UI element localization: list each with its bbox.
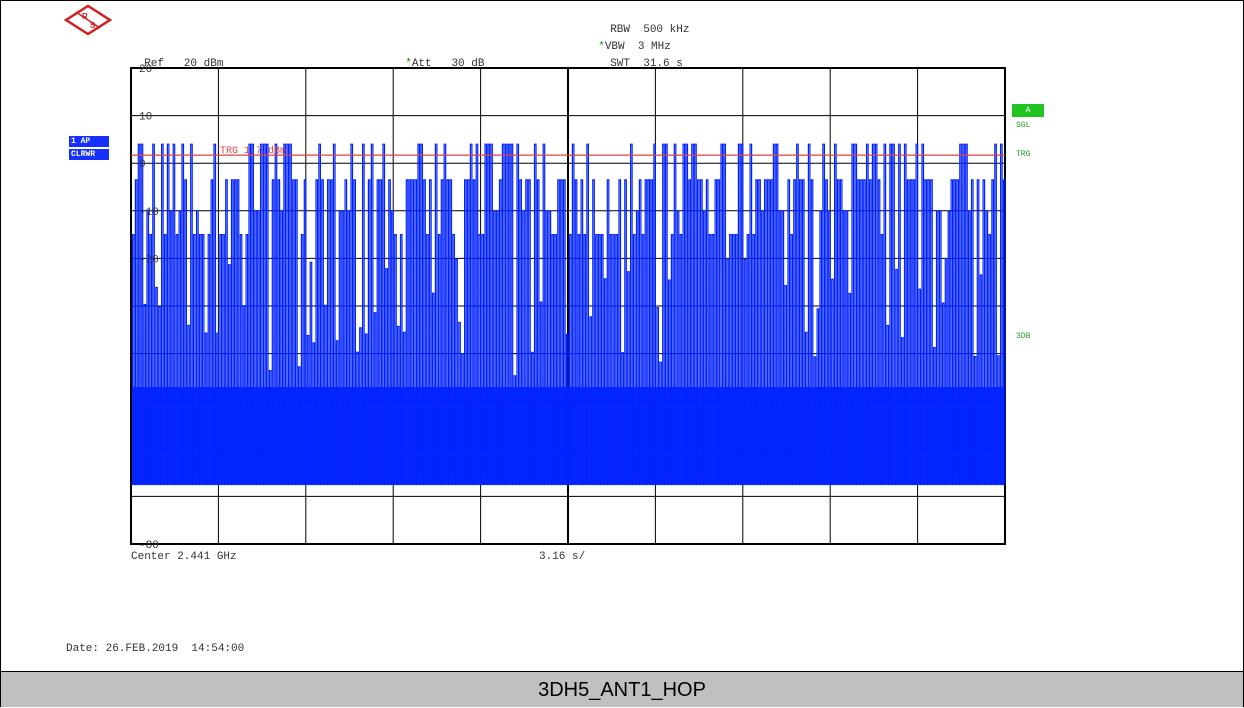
- trigger-level-label: TRG 1.7 dBm: [220, 146, 287, 157]
- y-tick-label: 0: [139, 159, 146, 171]
- single-sweep-label: SGL: [1016, 121, 1031, 130]
- center-frequency: Center 2.441 GHz: [131, 551, 237, 563]
- sweep-per-division: 3.16 s/: [539, 551, 586, 563]
- trace-detector-label: 1 AP: [69, 136, 109, 147]
- three-db-label: 3DB: [1016, 332, 1031, 341]
- trace-a-badge: A: [1012, 104, 1044, 117]
- y-tick-label: -20: [139, 254, 159, 266]
- y-tick-labels: 20 10 0 -10 -20 -80: [139, 64, 159, 552]
- rohde-schwarz-logo-icon: R S: [63, 4, 113, 36]
- capture-date: Date: 26.FEB.2019 14:54:00: [66, 643, 245, 655]
- svg-text:R: R: [82, 12, 88, 21]
- y-tick-label: 20: [139, 64, 152, 76]
- trace-line: [131, 143, 1006, 486]
- rbw-readout: RBW 500 kHz: [610, 24, 690, 36]
- y-tick-label: 10: [139, 112, 152, 124]
- vbw-readout: *VBW 3 MHz: [598, 41, 671, 53]
- trace-series: [131, 143, 1006, 486]
- trace-mode-label: CLRWR: [69, 149, 109, 160]
- svg-text:S: S: [90, 21, 96, 30]
- caption-bar: 3DH5_ANT1_HOP: [1, 671, 1243, 707]
- y-tick-label: -80: [139, 540, 159, 552]
- y-tick-label: -10: [139, 207, 159, 219]
- trigger-label: TRG: [1016, 150, 1031, 159]
